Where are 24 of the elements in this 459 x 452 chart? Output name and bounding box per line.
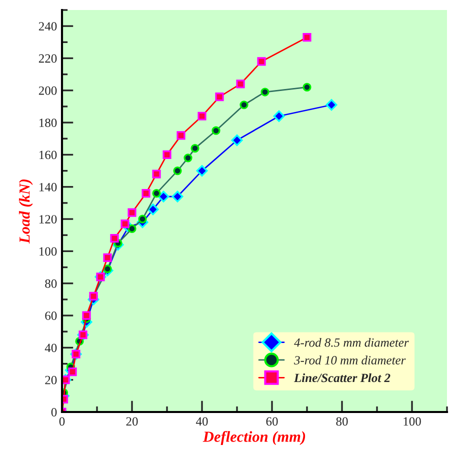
y-tick-label: 160 <box>39 150 57 160</box>
x-tick-label: 60 <box>266 417 278 426</box>
y-tick-label: 80 <box>45 279 57 288</box>
legend-label: Line/Scatter Plot 2 <box>294 373 390 382</box>
y-tick-label: 200 <box>38 86 57 95</box>
y-tick-label: 0 <box>51 408 57 416</box>
y-tick-label: 120 <box>39 215 57 224</box>
legend-label: 4-rod 8.5 mm diameter <box>294 338 409 347</box>
y-tick-label: 220 <box>38 54 57 63</box>
x-tick-label: 80 <box>336 417 348 426</box>
y-tick-label: 40 <box>44 344 57 352</box>
x-tick-label: 100 <box>404 417 421 426</box>
y-axis-title: Load (kN) <box>18 180 33 244</box>
y-tick-label: 20 <box>45 376 57 384</box>
y-tick-label: 180 <box>39 118 57 128</box>
x-tick-label: 40 <box>196 417 208 426</box>
y-tick-label: 240 <box>38 22 57 31</box>
y-tick-label: 100 <box>39 247 57 256</box>
y-tick-label: 140 <box>39 182 57 192</box>
x-axis-title: Deflection (mm) <box>202 430 306 445</box>
legend-label: 3-rod 10 mm diameter <box>294 356 406 364</box>
x-tick-label: 20 <box>126 417 138 426</box>
x-tick-label: 0 <box>59 417 65 426</box>
y-tick-label: 60 <box>45 312 57 320</box>
